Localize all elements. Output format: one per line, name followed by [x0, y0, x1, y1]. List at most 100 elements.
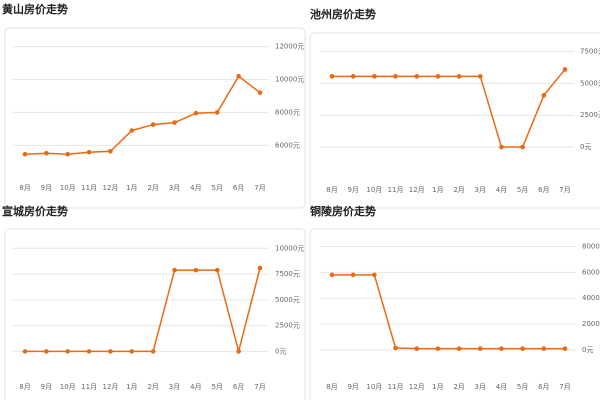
point: [350, 74, 356, 79]
x-tick-label: 8月: [326, 186, 337, 194]
y-tick-label: 8000元: [582, 242, 600, 250]
point: [257, 90, 263, 95]
y-tick-label: 6000元: [582, 268, 600, 276]
x-tick-label: 3月: [169, 383, 180, 391]
x-tick-label: 10月: [60, 383, 76, 391]
x-tick-label: 1月: [432, 186, 443, 194]
y-tick-label: 5000元: [580, 79, 600, 87]
y-tick-label: 7500元: [580, 47, 600, 55]
x-tick-label: 9月: [347, 186, 358, 194]
point: [129, 349, 135, 354]
x-tick-label: 11月: [81, 184, 97, 192]
y-tick-label: 5000元: [275, 296, 300, 304]
point: [541, 93, 547, 98]
point: [414, 346, 420, 351]
x-tick-label: 1月: [432, 383, 443, 391]
x-tick-label: 6月: [538, 383, 549, 391]
point: [129, 128, 135, 133]
x-tick-label: 2月: [453, 186, 464, 194]
point: [44, 150, 49, 156]
y-tick-label: 10000元: [275, 244, 304, 252]
x-tick-label: 5月: [212, 184, 223, 192]
point: [86, 349, 92, 354]
point: [456, 74, 462, 79]
x-tick-label: 7月: [254, 383, 265, 391]
x-tick-label: 12月: [102, 383, 118, 391]
x-tick-label: 2月: [453, 383, 464, 391]
point: [329, 74, 335, 79]
x-tick-label: 5月: [517, 383, 528, 391]
x-tick-label: 7月: [254, 184, 265, 192]
x-tick-label: 4月: [190, 184, 201, 192]
point: [499, 144, 504, 150]
point: [193, 267, 199, 273]
point: [350, 272, 356, 278]
x-tick-label: 5月: [517, 186, 528, 194]
x-tick-label: 9月: [41, 383, 52, 391]
y-tick-label: 2500元: [275, 322, 300, 330]
x-tick-label: 2月: [147, 383, 158, 391]
point: [172, 267, 177, 273]
x-tick-label: 11月: [81, 383, 97, 391]
point: [372, 74, 377, 79]
chart-title: 池州房价走势: [310, 7, 376, 21]
point: [541, 346, 547, 351]
x-tick-label: 8月: [19, 184, 30, 192]
point: [257, 265, 263, 271]
point: [456, 346, 462, 351]
point: [329, 272, 335, 278]
point: [22, 151, 28, 157]
x-tick-label: 6月: [538, 186, 549, 194]
line: [25, 267, 261, 355]
point: [393, 345, 398, 351]
y-tick-label: 2500元: [580, 111, 600, 119]
x-tick-label: 1月: [126, 383, 137, 391]
x-tick-label: 10月: [366, 383, 382, 391]
point: [236, 349, 241, 354]
line: [24, 75, 261, 155]
y-tick-label: 0元: [580, 143, 591, 151]
x-tick-label: 12月: [409, 186, 425, 194]
point: [435, 346, 441, 351]
x-tick-label: 9月: [41, 184, 52, 192]
x-tick-label: 11月: [388, 186, 404, 194]
x-tick-label: 11月: [388, 383, 404, 391]
line: [332, 274, 565, 350]
y-tick-label: 0元: [582, 346, 593, 354]
x-tick-label: 12月: [102, 184, 118, 192]
point: [214, 110, 220, 115]
x-tick-label: 6月: [233, 383, 244, 391]
point: [477, 74, 483, 79]
chart-title: 铜陵房价走势: [309, 204, 376, 218]
point: [214, 267, 220, 273]
y-tick-label: 4000元: [582, 294, 600, 302]
x-tick-label: 1月: [126, 184, 137, 192]
y-tick-label: 10000元: [275, 75, 304, 83]
y-tick-label: 7500元: [275, 270, 300, 278]
x-tick-label: 7月: [559, 186, 570, 194]
x-tick-label: 3月: [475, 383, 486, 391]
point: [193, 110, 199, 116]
chart-title: 黄山房价走势: [2, 2, 68, 16]
y-tick-label: 0元: [275, 347, 286, 355]
line: [332, 68, 566, 148]
point: [393, 74, 398, 79]
y-tick-label: 12000元: [275, 43, 304, 51]
point: [65, 151, 71, 157]
point: [562, 67, 568, 72]
point: [86, 149, 92, 155]
point: [520, 346, 525, 351]
y-tick-label: 6000元: [275, 141, 300, 149]
x-tick-label: 10月: [366, 186, 382, 194]
x-tick-label: 3月: [169, 184, 180, 192]
point: [520, 144, 525, 150]
point: [414, 74, 420, 79]
y-tick-label: 2000元: [582, 320, 600, 328]
x-tick-label: 10月: [60, 184, 76, 192]
x-tick-label: 4月: [496, 186, 507, 194]
x-tick-label: 8月: [326, 383, 337, 391]
x-tick-label: 9月: [347, 383, 358, 391]
x-tick-label: 4月: [190, 383, 201, 391]
point: [150, 349, 156, 354]
x-tick-label: 7月: [559, 383, 570, 391]
